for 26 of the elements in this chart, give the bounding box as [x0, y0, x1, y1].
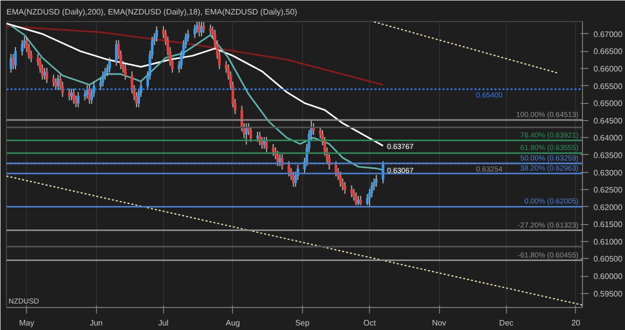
y-tick-label: 0.65000: [594, 99, 623, 108]
x-tick-label: Dec: [499, 318, 514, 328]
x-tick-label: 20: [571, 318, 581, 328]
y-tick-label: 0.62000: [594, 202, 623, 212]
y-tick-label: 0.64500: [594, 116, 623, 126]
x-tick-label: Sep: [295, 318, 310, 328]
x-tick-label: Oct: [363, 318, 377, 328]
x-tick-label: Jun: [90, 318, 103, 328]
chart-title: EMA(NZDUSD (Daily),200), EMA(NZDUSD (Daily),18), EMA(NZDUSD (Daily),50): [6, 8, 298, 16]
y-tick-label: 0.63500: [594, 150, 623, 160]
x-tick-label: May: [19, 318, 34, 328]
y-tick-label: 0.61500: [594, 220, 623, 230]
y-tick-label: 0.67000: [594, 30, 623, 39]
y-tick-label: 0.66500: [594, 47, 623, 56]
y-tick-label: 0.60500: [594, 254, 623, 264]
y-tick-label: 0.64000: [594, 134, 623, 143]
y-tick-label: 0.61000: [594, 237, 623, 246]
y-tick-label: 0.59500: [594, 289, 623, 298]
y-tick-label: 0.60000: [594, 272, 623, 282]
x-tick-label: Aug: [226, 318, 240, 328]
x-tick-label: Jul: [158, 318, 169, 328]
y-tick-label: 0.66000: [594, 64, 623, 74]
y-tick-label: 0.63000: [594, 168, 623, 178]
y-tick-label: 0.65500: [594, 82, 623, 91]
y-tick-label: 0.62500: [594, 186, 623, 195]
x-tick-label: Nov: [432, 318, 446, 328]
